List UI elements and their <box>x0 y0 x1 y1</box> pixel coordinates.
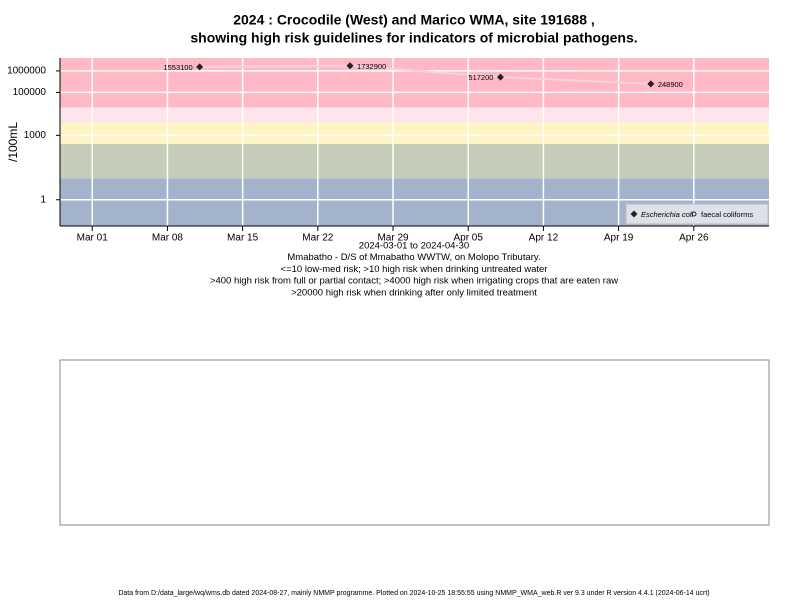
data-label: 1553100 <box>163 63 192 72</box>
data-label: 517200 <box>468 73 493 82</box>
x-axis-label: Mmabatho - D/S of Mmabatho WWTW, on Molo… <box>287 252 540 263</box>
x-axis-label: >20000 high risk when drinking after onl… <box>291 287 537 298</box>
data-point <box>647 80 655 88</box>
y-tick-label: 1000 <box>24 130 47 141</box>
legend-label: faecal coliforms <box>701 210 753 219</box>
data-point <box>346 62 354 70</box>
x-axis-label: >400 high risk from full or partial cont… <box>210 276 618 287</box>
data-point <box>196 63 204 71</box>
x-axis-label: <=10 low-med risk; >10 high risk when dr… <box>281 264 548 275</box>
chart-subtitle: showing high risk guidelines for indicat… <box>190 30 637 46</box>
data-label: 248900 <box>658 80 683 89</box>
legend-marker <box>630 210 638 218</box>
y-tick-label: 100000 <box>13 87 47 98</box>
x-tick-label: Apr 12 <box>529 233 559 244</box>
x-tick-label: Mar 08 <box>152 233 184 244</box>
y-tick-label: 1 <box>40 194 46 205</box>
x-tick-label: Mar 29 <box>377 233 409 244</box>
legend-box <box>625 203 769 225</box>
x-tick-label: Mar 15 <box>227 233 259 244</box>
risk-band <box>60 107 769 123</box>
empty-panel <box>59 359 770 526</box>
data-line <box>199 64 651 85</box>
legend-marker <box>691 211 697 217</box>
x-tick-label: Apr 19 <box>604 233 634 244</box>
data-point <box>496 73 504 81</box>
risk-band <box>60 122 769 144</box>
y-tick-label: 1000000 <box>7 66 46 77</box>
legend-label: Escherichia coli <box>641 210 693 219</box>
x-axis-label: 2024-03-01 to 2024-04-30 <box>359 241 469 252</box>
x-tick-label: Apr 26 <box>679 233 709 244</box>
risk-band <box>60 143 769 179</box>
x-tick-label: Mar 22 <box>302 233 334 244</box>
y-axis-label: /100mL <box>6 122 20 162</box>
x-tick-label: Mar 01 <box>77 233 109 244</box>
x-tick-label: Apr 05 <box>453 233 483 244</box>
data-label: 1732900 <box>357 62 386 71</box>
footer: Data from D:/data_large/wq/wms.db dated … <box>118 590 709 597</box>
chart-title: 2024 : Crocodile (West) and Marico WMA, … <box>233 12 595 28</box>
